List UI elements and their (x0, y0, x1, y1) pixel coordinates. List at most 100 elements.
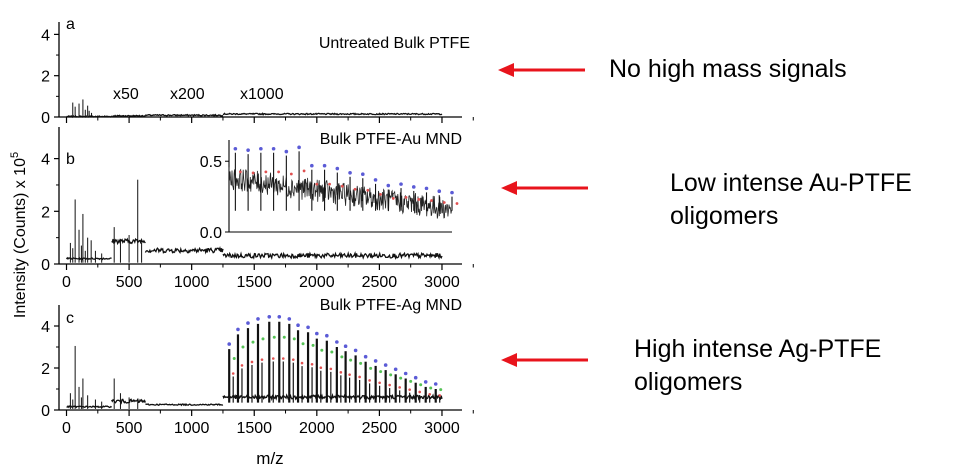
panel-c-satellite-marker (260, 358, 264, 361)
annotation-high-intense: High intense Ag-PTFE oligomers (634, 333, 881, 399)
inset-satellite-marker (404, 196, 408, 199)
inset-satellite-marker (251, 171, 255, 175)
panel-b-baseline-segment-0 (65, 256, 112, 261)
panel-c-peak-marker (373, 359, 378, 363)
inset-peak-marker (450, 190, 454, 195)
panel-c-trace (66, 315, 443, 409)
panel-b-ytick-label: 4 (41, 152, 50, 169)
panel-c-xtick-label: 2000 (299, 420, 335, 437)
inset-ytick-label: 0.0 (200, 225, 222, 242)
panel-a-segment-label-x200: x200 (170, 86, 205, 103)
panel-c-secondary-marker (340, 355, 344, 359)
panel-a-letter: a (66, 16, 75, 33)
inset-peak-marker (437, 189, 442, 193)
panel-c-secondary-marker (261, 337, 265, 341)
panel-c-secondary-marker (272, 335, 276, 339)
panel-c-baseline-segment-1 (111, 397, 146, 405)
panel-b-xtick-label: 2000 (299, 274, 335, 291)
panel-c-peak-marker (277, 315, 282, 319)
panel-c-satellite-marker (271, 357, 275, 360)
panel-c-peak-marker (306, 325, 310, 330)
inset-peak-marker (310, 163, 314, 168)
panel-c-satellite-marker (348, 373, 351, 376)
inset-satellite-marker (417, 198, 421, 201)
panel-c-satellite-marker (339, 371, 343, 374)
inset-peak-marker (361, 172, 365, 177)
y-axis-label-text: Intensity (Counts) x 10 (12, 158, 29, 318)
inset-peak-marker (424, 186, 429, 191)
inset-satellite-marker (391, 197, 395, 200)
panel-c-ytick-label: 2 (41, 361, 50, 378)
panel-b-xtick-label: 1500 (236, 274, 272, 291)
panel-c-peak-marker (227, 342, 232, 346)
panel-c-peak-marker (433, 382, 438, 386)
panel-c-secondary-marker (251, 340, 255, 344)
panel-c-ticks: 0 2 4 0 500 1000 1500 2000 2500 3000 (41, 319, 474, 437)
panel-c-satellite-marker (240, 364, 244, 367)
panel-c-satellite-marker (231, 372, 235, 375)
panel-c-secondary-marker (232, 356, 236, 360)
panel-a-ytick-label: 4 (41, 27, 50, 44)
panel-c-secondary-marker (292, 337, 296, 341)
panel-c: 0 2 4 0 500 1000 1500 2000 2500 3000 c Bulk PTFE-… (41, 297, 474, 468)
panel-c-satellite-marker (398, 386, 401, 389)
panel-c-satellite-marker (300, 361, 304, 365)
panel-c-satellite-marker (418, 390, 421, 394)
inset-satellite-marker (328, 182, 331, 186)
panel-c-peak-marker (383, 363, 388, 367)
inset-peak-marker (284, 149, 289, 154)
inset-peak-marker (399, 182, 403, 186)
arrow-low-intense (501, 181, 588, 195)
panel-c-peak-marker (403, 371, 408, 376)
panel-c-peak-marker (287, 317, 292, 321)
inset-peak-marker (246, 148, 250, 152)
panel-c-peak-marker (246, 321, 250, 325)
panel-c-secondary-marker (409, 379, 413, 383)
panel-c-letter: c (66, 310, 74, 327)
annotation-line: oligomers (670, 202, 779, 230)
panel-c-peak-marker (315, 331, 319, 336)
panel-b-inset-trace (228, 145, 459, 219)
panel-c-secondary-marker (330, 350, 334, 354)
panel-b: 0 2 4 0 500 1000 1500 2000 2500 3000 b Bulk PTFE-… (41, 127, 474, 291)
inset-satellite-marker (264, 170, 268, 174)
panel-c-secondary-marker (379, 370, 383, 374)
panel-c-xtick-label: 3000 (424, 420, 460, 437)
panel-b-letter: b (66, 151, 75, 168)
annotation-low-intense: Low intense Au-PTFE oligomers (670, 167, 912, 233)
inset-satellite-marker (442, 201, 446, 204)
panel-a-ytick-label: 0 (41, 110, 50, 127)
panel-c-satellite-marker (319, 366, 323, 370)
panel-c-satellite-marker (358, 375, 361, 379)
annotation-line: Low intense Au-PTFE (670, 169, 912, 197)
panel-c-satellite-marker (329, 367, 333, 371)
panel-b-baseline-segment-2 (144, 246, 224, 255)
inset-satellite-marker (455, 202, 459, 205)
y-axis-label: Intensity (Counts) x 105 (9, 152, 29, 318)
inset-satellite-marker (277, 170, 280, 174)
panel-c-xtick-label: 1500 (236, 420, 272, 437)
panel-b-xtick-label: 0 (62, 274, 71, 291)
panel-c-peak-marker (256, 317, 260, 321)
inset-ytick-label: 0.5 (200, 154, 222, 171)
panel-a-baseline-segment-2 (144, 113, 224, 117)
panel-c-peak-marker (393, 367, 398, 372)
panel-a-baseline-segment-0 (66, 114, 113, 119)
panel-c-secondary-marker (429, 386, 433, 390)
panel-b-title: Bulk PTFE-Au MND (320, 131, 462, 148)
inset-satellite-marker (430, 199, 433, 202)
panel-c-secondary-marker (301, 342, 305, 346)
panel-c-satellite-marker (428, 392, 432, 396)
panel-a-baseline-segment-3 (222, 112, 443, 116)
panel-b-inset-ticks: 0.0 0.5 (200, 154, 229, 242)
inset-satellite-marker (366, 188, 370, 192)
inset-satellite-marker (315, 182, 319, 186)
panel-c-secondary-marker (369, 366, 373, 370)
panel-c-secondary-marker (241, 345, 245, 349)
inset-peak-marker (411, 185, 416, 189)
panel-a: 0 2 4 a Untreated Bulk PTFE x50 x200 x1000 (41, 16, 474, 127)
panel-c-satellite-marker (281, 357, 285, 360)
inset-peak-marker (233, 146, 238, 151)
panel-c-peak-marker (267, 315, 272, 319)
